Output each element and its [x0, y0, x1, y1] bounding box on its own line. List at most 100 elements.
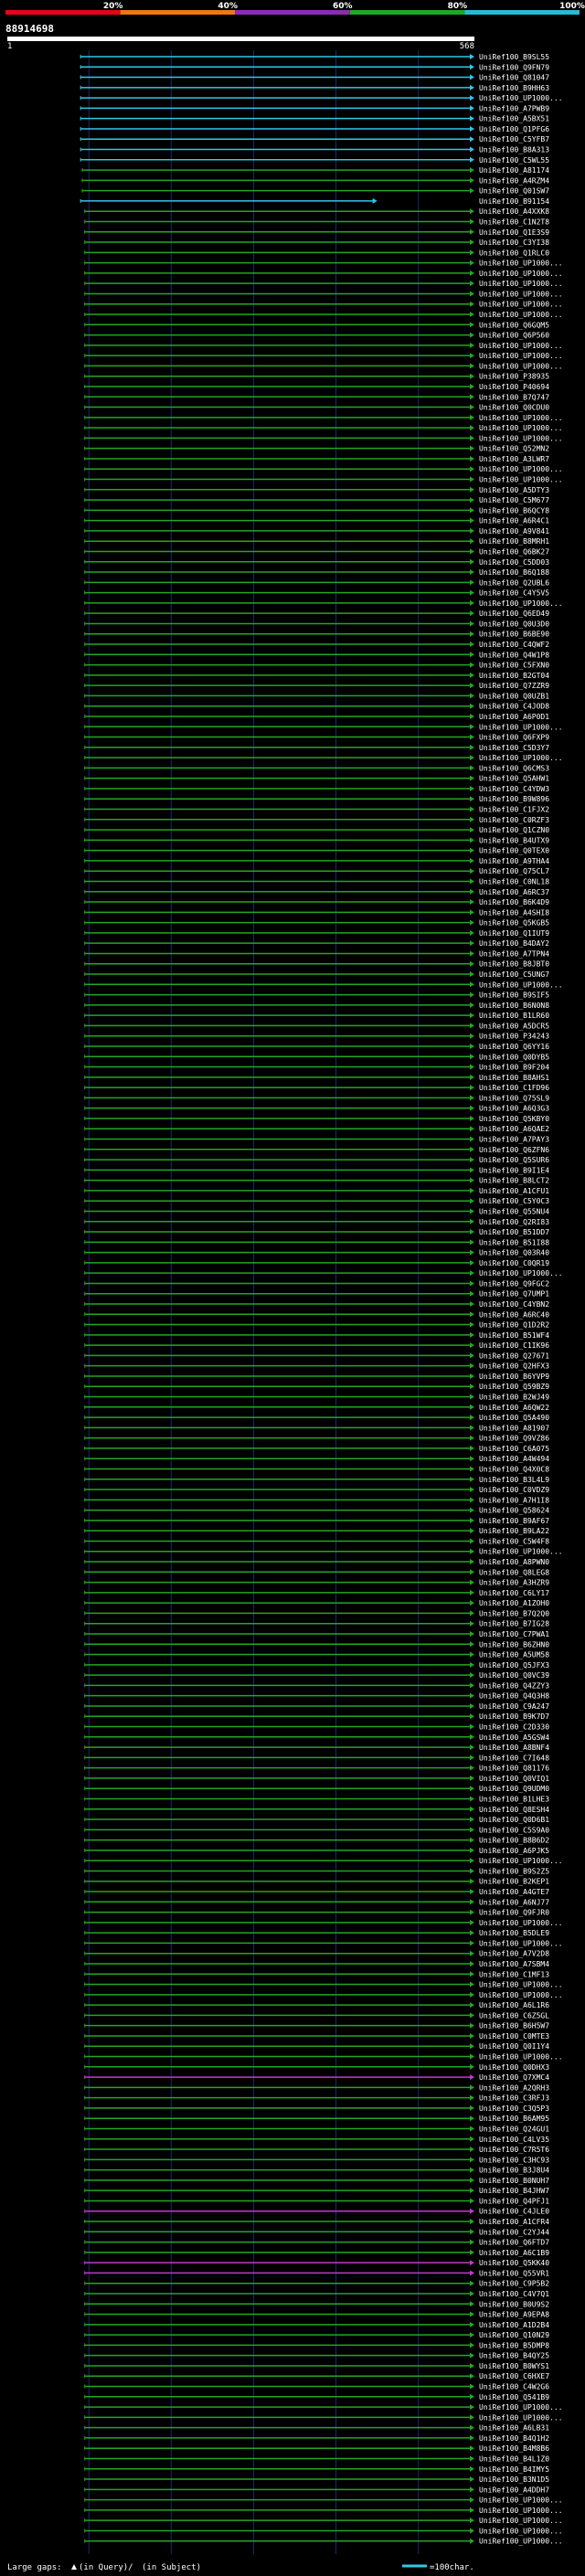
hit-label[interactable]: UniRef100_Q6CMS3 [479, 764, 549, 772]
hit-label[interactable]: UniRef100_C2YJ44 [479, 2228, 549, 2236]
hit-label[interactable]: UniRef100_B51DD7 [479, 1228, 549, 1236]
hit-label[interactable]: UniRef100_A4SHI8 [479, 908, 549, 917]
hit-label[interactable]: UniRef100_Q0CDU0 [479, 404, 549, 412]
hit-label[interactable]: UniRef100_Q55VR1 [479, 2269, 549, 2277]
hit-label[interactable]: UniRef100_Q0U3D0 [479, 620, 549, 628]
hit-label[interactable]: UniRef100_B5DMP8 [479, 2341, 549, 2349]
hit-label[interactable]: UniRef100_Q01SW7 [479, 187, 549, 196]
hit-label[interactable]: UniRef100_C5Y0C3 [479, 1197, 549, 1205]
hit-label[interactable]: UniRef100_UP1000... [479, 2538, 563, 2546]
hit-label[interactable]: UniRef100_C1IK96 [479, 1341, 549, 1350]
hit-label[interactable]: UniRef100_Q5AHW1 [479, 775, 549, 783]
hit-label[interactable]: UniRef100_B4DAY2 [479, 939, 549, 948]
hit-label[interactable]: UniRef100_B2GT04 [479, 672, 549, 680]
hit-label[interactable]: UniRef100_A9EPA8 [479, 2311, 549, 2319]
hit-label[interactable]: UniRef100_Q24GU1 [479, 2125, 549, 2133]
hit-label[interactable]: UniRef100_C5UNG7 [479, 970, 549, 979]
hit-label[interactable]: UniRef100_C4JOD8 [479, 703, 549, 711]
hit-label[interactable]: UniRef100_Q0TEX0 [479, 847, 549, 855]
hit-label[interactable]: UniRef100_Q03R40 [479, 1249, 549, 1257]
hit-label[interactable]: UniRef100_UP1000... [479, 2053, 563, 2062]
hit-label[interactable]: UniRef100_C7PWA1 [479, 1630, 549, 1638]
hit-label[interactable]: UniRef100_A1CFU1 [479, 1187, 549, 1195]
hit-label[interactable]: UniRef100_C4LV35 [479, 2136, 549, 2144]
hit-label[interactable]: UniRef100_C0RZF3 [479, 816, 549, 824]
hit-label[interactable]: UniRef100_Q5KBY0 [479, 1115, 549, 1123]
hit-label[interactable]: UniRef100_A3HZR9 [479, 1579, 549, 1587]
hit-label[interactable]: UniRef100_UP1000... [479, 981, 563, 989]
hit-label[interactable]: UniRef100_Q541B9 [479, 2393, 549, 2401]
hit-label[interactable]: UniRef100_B0WYS1 [479, 2362, 549, 2370]
hit-label[interactable]: UniRef100_C6LY17 [479, 1589, 549, 1597]
hit-label[interactable]: UniRef100_B3J8U4 [479, 2167, 549, 2175]
hit-label[interactable]: UniRef100_B1LR60 [479, 1012, 549, 1020]
hit-label[interactable]: UniRef100_C9P5B2 [479, 2280, 549, 2288]
hit-label[interactable]: UniRef100_B9SL55 [479, 53, 549, 61]
hit-label[interactable]: UniRef100_Q6ED49 [479, 610, 549, 618]
hit-label[interactable]: UniRef100_UP1000... [479, 1919, 563, 1927]
hit-label[interactable]: UniRef100_Q6P560 [479, 332, 549, 340]
hit-label[interactable]: UniRef100_C5YFB7 [479, 135, 549, 143]
hit-label[interactable]: UniRef100_Q1PFG6 [479, 125, 549, 133]
hit-label[interactable]: UniRef100_C2D330 [479, 1723, 549, 1732]
hit-label[interactable]: UniRef100_B4UTX9 [479, 836, 549, 844]
hit-label[interactable]: UniRef100_Q75SL9 [479, 1094, 549, 1102]
hit-label[interactable]: UniRef100_B6N0N8 [479, 1002, 549, 1010]
hit-label[interactable]: UniRef100_UP1000... [479, 280, 563, 288]
hit-label[interactable]: UniRef100_B7Q747 [479, 393, 549, 401]
hit-label[interactable]: UniRef100_Q6FXP9 [479, 734, 549, 742]
hit-label[interactable]: UniRef100_B3L4L9 [479, 1476, 549, 1484]
hit-label[interactable]: UniRef100_C4QWF2 [479, 641, 549, 649]
hit-label[interactable]: UniRef100_A4DDH7 [479, 2486, 549, 2494]
hit-label[interactable]: UniRef100_UP1000... [479, 414, 563, 422]
hit-label[interactable]: UniRef100_B4Q1H2 [479, 2434, 549, 2443]
hit-label[interactable]: UniRef100_B6ZHN0 [479, 1640, 549, 1648]
hit-label[interactable]: UniRef100_UP1000... [479, 599, 563, 608]
hit-label[interactable]: UniRef100_C3Q5P3 [479, 2104, 549, 2113]
hit-label[interactable]: UniRef100_Q5A490 [479, 1414, 549, 1422]
hit-label[interactable]: UniRef100_Q0D6B1 [479, 1816, 549, 1824]
hit-label[interactable]: UniRef100_UP1000... [479, 723, 563, 731]
hit-label[interactable]: UniRef100_B51I88 [479, 1238, 549, 1246]
hit-label[interactable]: UniRef100_Q55NU4 [479, 1207, 549, 1215]
hit-label[interactable]: UniRef100_A6NJ77 [479, 1898, 549, 1906]
hit-label[interactable]: UniRef100_A3LWR7 [479, 455, 549, 463]
hit-label[interactable]: UniRef100_UP1000... [479, 362, 563, 370]
hit-label[interactable]: UniRef100_A6PJK5 [479, 1847, 549, 1855]
hit-label[interactable]: UniRef100_Q4W1P8 [479, 651, 549, 659]
hit-label[interactable]: UniRef100_Q5KK40 [479, 2259, 549, 2267]
hit-label[interactable]: UniRef100_A8PWN0 [479, 1558, 549, 1566]
hit-label[interactable]: UniRef100_B9AF67 [479, 1517, 549, 1525]
hit-label[interactable]: UniRef100_B91154 [479, 197, 549, 206]
hit-label[interactable]: UniRef100_B5DLE9 [479, 1929, 549, 1937]
hit-label[interactable]: UniRef100_UP1000... [479, 311, 563, 319]
hit-label[interactable]: UniRef100_C6HXE7 [479, 2372, 549, 2380]
hit-label[interactable]: UniRef100_B6H5W7 [479, 2022, 549, 2030]
hit-label[interactable]: UniRef100_B4IMY5 [479, 2465, 549, 2474]
hit-label[interactable]: UniRef100_A5DTY3 [479, 486, 549, 494]
hit-label[interactable]: UniRef100_P34243 [479, 1033, 549, 1041]
hit-label[interactable]: UniRef100_UP1000... [479, 476, 563, 484]
hit-label[interactable]: UniRef100_Q1IUT9 [479, 929, 549, 938]
hit-label[interactable]: UniRef100_B6QCY8 [479, 506, 549, 514]
hit-label[interactable]: UniRef100_A7H1I8 [479, 1496, 549, 1504]
hit-label[interactable]: UniRef100_A6RC37 [479, 888, 549, 896]
hit-label[interactable]: UniRef100_Q9VZ86 [479, 1435, 549, 1443]
hit-label[interactable]: UniRef100_UP1000... [479, 1939, 563, 1947]
hit-label[interactable]: UniRef100_UP1000... [479, 352, 563, 360]
hit-label[interactable]: UniRef100_A6LB31 [479, 2424, 549, 2433]
hit-label[interactable]: UniRef100_A7PWB9 [479, 104, 549, 112]
hit-label[interactable]: UniRef100_A6QW22 [479, 1404, 549, 1412]
hit-label[interactable]: UniRef100_UP1000... [479, 94, 563, 102]
hit-label[interactable]: UniRef100_B8MRH1 [479, 537, 549, 546]
hit-label[interactable]: UniRef100_Q0UZB1 [479, 692, 549, 700]
hit-label[interactable]: UniRef100_B9I1E4 [479, 1166, 549, 1174]
hit-label[interactable]: UniRef100_A5DCR5 [479, 1022, 549, 1030]
hit-label[interactable]: UniRef100_B9W896 [479, 795, 549, 803]
hit-label[interactable]: UniRef100_Q4X0C8 [479, 1465, 549, 1473]
hit-label[interactable]: UniRef100_UP1000... [479, 2413, 563, 2422]
hit-label[interactable]: UniRef100_Q8LEG8 [479, 1568, 549, 1576]
hit-label[interactable]: UniRef100_A7SBM4 [479, 1960, 549, 1968]
hit-label[interactable]: UniRef100_UP1000... [479, 1269, 563, 1277]
hit-label[interactable]: UniRef100_B0NUH7 [479, 2177, 549, 2185]
